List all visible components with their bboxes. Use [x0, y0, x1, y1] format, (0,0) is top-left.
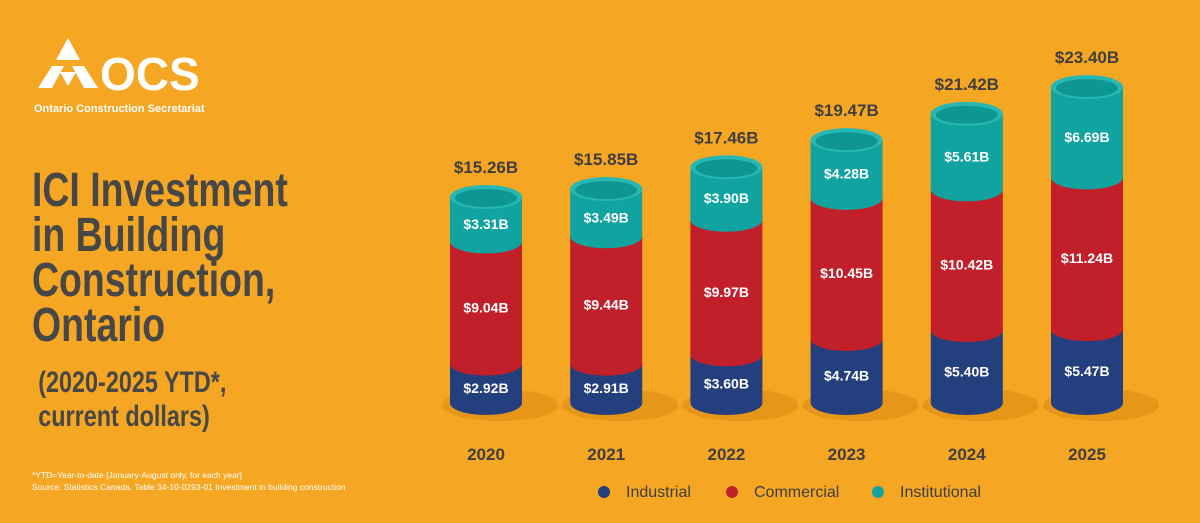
bar-segment: [690, 167, 763, 232]
chart-title: Construction,: [32, 254, 275, 308]
bar-top-inner: [815, 132, 878, 151]
value-label: $9.44B: [584, 297, 629, 313]
bar-segment: [1051, 329, 1123, 415]
value-label: $3.49B: [584, 209, 629, 225]
logo-name: OCS: [100, 48, 200, 100]
chart-subtitle: (2020-2025 YTD*,: [38, 365, 226, 398]
value-label: $10.45B: [820, 265, 873, 281]
value-label: $5.61B: [944, 148, 989, 164]
bar-segment: [690, 354, 763, 416]
chart-subtitle: current dollars): [38, 399, 210, 432]
bar-top-inner: [695, 159, 758, 178]
total-label: $17.46B: [694, 128, 758, 147]
notes: *YTD=Year-to-date [January-August only, …: [32, 470, 346, 492]
logo-organization: Ontario Construction Secretariat: [34, 103, 205, 115]
bar-segment: [930, 189, 1003, 343]
x-tick-label: 2021: [587, 445, 625, 464]
value-label: $10.42B: [940, 256, 993, 272]
x-tick-label: 2022: [707, 445, 745, 464]
value-label: $9.04B: [463, 299, 508, 315]
chart-title: Ontario: [32, 299, 165, 353]
x-tick-label: 2023: [828, 445, 866, 464]
value-label: $3.31B: [463, 216, 508, 232]
legend-swatch: [726, 486, 738, 498]
value-label: $3.90B: [704, 190, 749, 206]
bar-segment: [450, 241, 522, 376]
bar-top-inner: [1056, 79, 1118, 98]
chart-title: ICI Investment: [32, 164, 288, 218]
total-label: $21.42B: [935, 75, 999, 94]
bar-segment: [810, 197, 883, 352]
bar-segment: [930, 113, 1003, 202]
value-label: $5.47B: [1064, 363, 1109, 379]
bar-segment: [1051, 87, 1123, 190]
bar-segment: [570, 363, 643, 416]
total-label: $19.47B: [814, 101, 878, 120]
bar-segment: [1051, 177, 1123, 342]
x-tick-label: 2025: [1068, 445, 1106, 464]
value-label: $4.28B: [824, 166, 869, 182]
legend-label: Institutional: [900, 484, 981, 501]
legend-label: Industrial: [626, 484, 691, 501]
value-label: $5.40B: [944, 363, 989, 379]
bar-segment: [450, 363, 522, 415]
value-label: $2.91B: [584, 380, 629, 396]
bar-top-inner: [575, 181, 638, 200]
value-label: $6.69B: [1064, 129, 1109, 145]
total-label: $23.40B: [1055, 48, 1119, 67]
bar-segment: [810, 140, 883, 210]
bar-segment: [570, 189, 643, 249]
value-label: $11.24B: [1061, 250, 1113, 266]
bar-segment: [930, 330, 1003, 416]
legend-label: Commercial: [754, 484, 839, 501]
bar-segment: [450, 196, 522, 254]
total-label: $15.26B: [454, 158, 518, 177]
note: Source: Statistics Canada. Table 34-10-0…: [32, 482, 346, 492]
legend-swatch: [872, 486, 884, 498]
bar-top-inner: [935, 105, 998, 124]
chart-title: in Building: [32, 209, 225, 263]
note: *YTD=Year-to-date [January-August only, …: [32, 470, 242, 480]
bar-segment: [810, 339, 883, 416]
total-label: $15.85B: [574, 150, 638, 169]
x-tick-label: 2020: [467, 445, 505, 464]
value-label: $2.92B: [463, 380, 508, 396]
legend-swatch: [598, 486, 610, 498]
bar-segment: [570, 236, 643, 376]
chart: $2.92B $9.04B $3.31B $15.26B 2020 $2.91B $9.44…: [442, 48, 1159, 501]
bar-segment: [690, 219, 763, 367]
value-label: $3.60B: [704, 375, 749, 391]
x-tick-label: 2024: [948, 445, 986, 464]
logo-icon: [38, 38, 98, 88]
value-label: $4.74B: [824, 368, 869, 384]
bar-top-inner: [455, 188, 517, 207]
value-label: $9.97B: [704, 284, 749, 300]
